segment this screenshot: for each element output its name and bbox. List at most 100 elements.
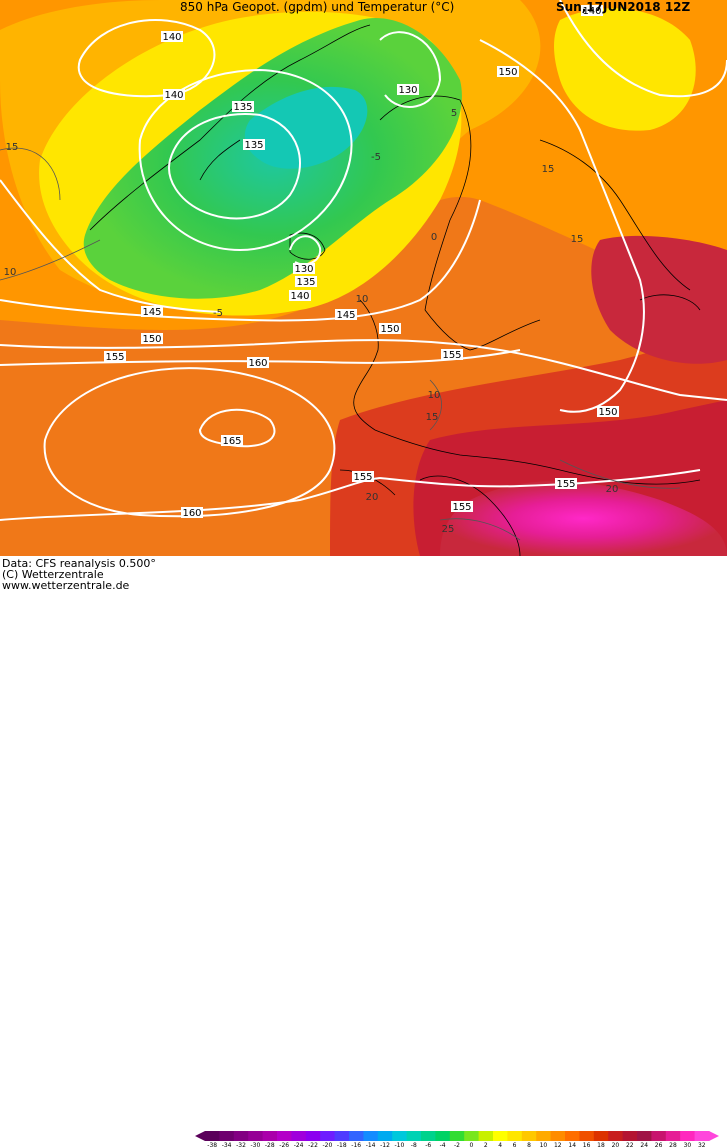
colorbar-tick-label: -4	[440, 1142, 446, 1148]
colorbar-swatch	[377, 1131, 393, 1141]
colorbar-swatch	[622, 1131, 638, 1141]
colorbar-tick-label: -14	[366, 1142, 376, 1148]
geopotential-label-box	[293, 263, 315, 274]
geopotential-label-box	[141, 306, 163, 317]
geopotential-label-box	[247, 357, 269, 368]
colorbar-tick-label: -32	[236, 1142, 246, 1148]
colorbar-tick-label: -34	[222, 1142, 232, 1148]
geopotential-label-box	[181, 507, 203, 518]
colorbar-swatch	[550, 1131, 566, 1141]
temperature-field-east-hot	[591, 235, 727, 364]
colorbar-swatch	[219, 1131, 235, 1141]
colorbar-tick-label: 22	[626, 1142, 634, 1148]
colorbar-swatch	[233, 1131, 249, 1141]
colorbar-tick-label: -20	[322, 1142, 332, 1148]
geopotential-label: 165	[222, 436, 241, 447]
colorbar-swatch	[305, 1131, 321, 1141]
colorbar-tick-label: -38	[207, 1142, 217, 1148]
colorbar-swatch	[651, 1131, 667, 1141]
geopotential-label: 155	[353, 472, 372, 483]
colorbar-tick-label: 28	[669, 1142, 677, 1148]
colorbar-swatch	[694, 1131, 710, 1141]
temperature-label: 15	[571, 234, 584, 245]
geopotential-label-box	[163, 89, 185, 100]
temperature-field-teal	[244, 86, 368, 169]
temperature-label: 10	[356, 294, 369, 305]
colorbar-swatch	[363, 1131, 379, 1141]
colorbar-tick-label: 20	[612, 1142, 620, 1148]
temperature-label: 15	[6, 142, 19, 153]
geopotential-label: 155	[556, 479, 575, 490]
colorbar-tick-label: -18	[337, 1142, 347, 1148]
geopotential-label: 135	[233, 102, 252, 113]
colorbar-swatch	[637, 1131, 652, 1141]
geopotential-label: 160	[182, 508, 201, 519]
colorbar-tick-label: 2	[484, 1142, 488, 1148]
colorbar-swatch	[608, 1131, 624, 1141]
geopotential-label: 155	[442, 350, 461, 361]
website-link[interactable]: www.wetterzentrale.de	[2, 579, 130, 592]
colorbar-swatch	[680, 1131, 696, 1141]
colorbar-tick-label: 4	[498, 1142, 502, 1148]
colorbar-tick-label: -8	[411, 1142, 417, 1148]
temperature-label: -5	[371, 152, 381, 163]
geopotential-label-box	[555, 478, 577, 489]
temperature-colorbar: -38 -34 -32 -30 -28 -26 -24 -22 -20 -18 -16 -14 -12-…	[195, 1131, 719, 1148]
temperature-field-yellow-ne	[554, 8, 696, 131]
colorbar-swatch	[349, 1131, 364, 1141]
copyright-text: (C) Wetterzentrale	[2, 568, 104, 581]
colorbar-tick-label: 14	[568, 1142, 576, 1148]
temperature-label: 10	[428, 390, 441, 401]
coastlines	[89, 24, 701, 556]
geopotential-label: 145	[142, 307, 161, 318]
geopotential-label-box	[441, 349, 463, 360]
geopotential-contours	[0, 0, 727, 521]
colorbar-tick-label: -24	[294, 1142, 304, 1148]
colorbar-tick-label: 12	[554, 1142, 562, 1148]
colorbar-tick-label: 0	[469, 1142, 473, 1148]
colorbar-tick-label: 32	[698, 1142, 706, 1148]
colorbar-swatch	[507, 1131, 523, 1141]
temperature-labels: 15 10 15 15 10 0 -5 10 15 20 25 20 5 -5	[4, 108, 619, 535]
geopotential-label-box	[335, 309, 357, 320]
temperature-label: 5	[451, 108, 457, 119]
temperature-label: 15	[426, 412, 439, 423]
geopotential-label-box	[232, 101, 254, 112]
geopotential-label-box	[497, 66, 519, 77]
geopotential-label: 135	[296, 277, 315, 288]
colorbar-tick-label: -26	[279, 1142, 289, 1148]
colorbar-right-arrow	[709, 1131, 719, 1141]
geopotential-label-box	[352, 471, 374, 482]
colorbar-swatch	[392, 1131, 408, 1141]
geopotential-label-box	[397, 84, 419, 95]
geopotential-label: 150	[142, 334, 161, 345]
geopotential-label: 130	[398, 85, 417, 96]
colorbar-swatch	[435, 1131, 451, 1141]
colorbar-swatch	[262, 1131, 278, 1141]
colorbar-tick-label: 16	[583, 1142, 591, 1148]
colorbar-swatch	[406, 1131, 422, 1141]
colorbar-tick-label: 8	[527, 1142, 531, 1148]
temperature-field-magenta	[440, 481, 727, 556]
colorbar-swatch	[334, 1131, 350, 1141]
colorbar-swatch	[493, 1131, 508, 1141]
colorbar-tick-label: -28	[265, 1142, 275, 1148]
geopotential-label-box	[581, 5, 603, 16]
geopotential-label: 140	[162, 32, 181, 43]
geopotential-label: 140	[582, 6, 601, 17]
temperature-label: -5	[213, 308, 223, 319]
colorbar-swatch	[464, 1131, 480, 1141]
geopotential-label-box	[289, 290, 311, 301]
colorbar-tick-label: -30	[250, 1142, 260, 1148]
temperature-label: 25	[442, 524, 455, 535]
geopotential-label-box	[295, 276, 317, 287]
colorbar-tick-label: -12	[380, 1142, 390, 1148]
temperature-label: 0	[431, 232, 437, 243]
geopotential-label-box	[243, 139, 265, 150]
temperature-label: 10	[4, 267, 17, 278]
colorbar-tick-label: 30	[684, 1142, 692, 1148]
geopotential-label: 155	[452, 502, 471, 513]
colorbar-swatch	[665, 1131, 681, 1141]
